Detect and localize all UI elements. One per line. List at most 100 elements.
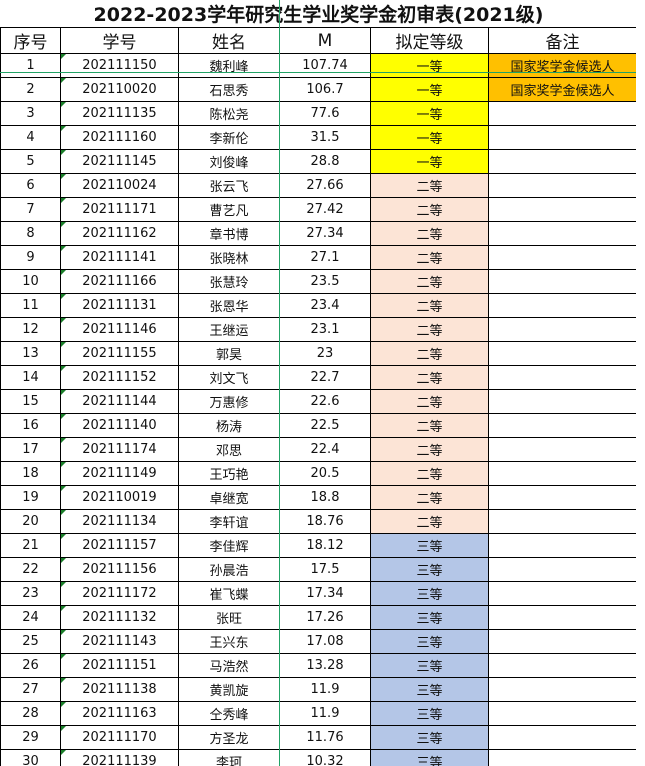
cell-grade[interactable]: 三等	[370, 749, 489, 766]
cell-m[interactable]: 17.26	[279, 605, 371, 630]
cell-m[interactable]: 106.7	[279, 77, 371, 102]
cell-note[interactable]	[488, 725, 637, 750]
header-m[interactable]: M	[279, 27, 371, 54]
cell-student-id[interactable]: 202111152	[60, 365, 179, 390]
cell-student-id[interactable]: 202110024	[60, 173, 179, 198]
cell-grade[interactable]: 一等	[370, 101, 489, 126]
cell-index[interactable]: 12	[0, 317, 61, 342]
cell-name[interactable]: 郭昊	[178, 341, 280, 366]
cell-m[interactable]: 23.5	[279, 269, 371, 294]
cell-note[interactable]	[488, 533, 637, 558]
cell-note[interactable]	[488, 317, 637, 342]
cell-index[interactable]: 8	[0, 221, 61, 246]
cell-index[interactable]: 28	[0, 701, 61, 726]
cell-student-id[interactable]: 202111149	[60, 461, 179, 486]
header-student-id[interactable]: 学号	[60, 27, 179, 54]
cell-m[interactable]: 18.12	[279, 533, 371, 558]
cell-m[interactable]: 10.32	[279, 749, 371, 766]
header-grade[interactable]: 拟定等级	[370, 27, 489, 54]
cell-index[interactable]: 1	[0, 53, 61, 78]
cell-m[interactable]: 31.5	[279, 125, 371, 150]
cell-name[interactable]: 李轩谊	[178, 509, 280, 534]
cell-note[interactable]	[488, 221, 637, 246]
cell-index[interactable]: 22	[0, 557, 61, 582]
cell-name[interactable]: 刘文飞	[178, 365, 280, 390]
cell-name[interactable]: 崔飞蝶	[178, 581, 280, 606]
cell-student-id[interactable]: 202111157	[60, 533, 179, 558]
cell-name[interactable]: 李新伦	[178, 125, 280, 150]
cell-student-id[interactable]: 202111155	[60, 341, 179, 366]
cell-note[interactable]	[488, 389, 637, 414]
cell-note[interactable]	[488, 365, 637, 390]
cell-name[interactable]: 王巧艳	[178, 461, 280, 486]
cell-student-id[interactable]: 202111163	[60, 701, 179, 726]
cell-note[interactable]	[488, 269, 637, 294]
cell-m[interactable]: 11.9	[279, 701, 371, 726]
cell-student-id[interactable]: 202111174	[60, 437, 179, 462]
cell-name[interactable]: 张云飞	[178, 173, 280, 198]
cell-note[interactable]	[488, 197, 637, 222]
cell-name[interactable]: 陈松尧	[178, 101, 280, 126]
cell-grade[interactable]: 二等	[370, 173, 489, 198]
cell-student-id[interactable]: 202111144	[60, 389, 179, 414]
cell-index[interactable]: 4	[0, 125, 61, 150]
cell-name[interactable]: 张恩华	[178, 293, 280, 318]
cell-student-id[interactable]: 202111160	[60, 125, 179, 150]
cell-name[interactable]: 杨涛	[178, 413, 280, 438]
cell-index[interactable]: 9	[0, 245, 61, 270]
cell-grade[interactable]: 二等	[370, 221, 489, 246]
cell-name[interactable]: 马浩然	[178, 653, 280, 678]
cell-name[interactable]: 张旺	[178, 605, 280, 630]
cell-name[interactable]: 李佳辉	[178, 533, 280, 558]
cell-m[interactable]: 27.66	[279, 173, 371, 198]
cell-grade[interactable]: 三等	[370, 581, 489, 606]
cell-student-id[interactable]: 202111172	[60, 581, 179, 606]
cell-note[interactable]	[488, 557, 637, 582]
cell-note[interactable]	[488, 125, 637, 150]
cell-student-id[interactable]: 202111171	[60, 197, 179, 222]
cell-note[interactable]	[488, 605, 637, 630]
cell-grade[interactable]: 二等	[370, 461, 489, 486]
cell-grade[interactable]: 一等	[370, 125, 489, 150]
cell-grade[interactable]: 三等	[370, 677, 489, 702]
cell-m[interactable]: 17.5	[279, 557, 371, 582]
cell-index[interactable]: 26	[0, 653, 61, 678]
cell-grade[interactable]: 三等	[370, 533, 489, 558]
cell-m[interactable]: 23.4	[279, 293, 371, 318]
cell-index[interactable]: 27	[0, 677, 61, 702]
cell-grade[interactable]: 三等	[370, 725, 489, 750]
cell-grade[interactable]: 三等	[370, 605, 489, 630]
cell-m[interactable]: 22.7	[279, 365, 371, 390]
header-name[interactable]: 姓名	[178, 27, 280, 54]
cell-m[interactable]: 20.5	[279, 461, 371, 486]
cell-note[interactable]	[488, 149, 637, 174]
cell-index[interactable]: 13	[0, 341, 61, 366]
cell-index[interactable]: 17	[0, 437, 61, 462]
cell-note[interactable]	[488, 413, 637, 438]
header-index[interactable]: 序号	[0, 27, 61, 54]
cell-name[interactable]: 张慧玲	[178, 269, 280, 294]
cell-m[interactable]: 27.1	[279, 245, 371, 270]
cell-name[interactable]: 王兴东	[178, 629, 280, 654]
cell-m[interactable]: 11.9	[279, 677, 371, 702]
cell-student-id[interactable]: 202111131	[60, 293, 179, 318]
cell-index[interactable]: 6	[0, 173, 61, 198]
cell-student-id[interactable]: 202110019	[60, 485, 179, 510]
cell-note[interactable]: 国家奖学金候选人	[488, 53, 637, 78]
cell-student-id[interactable]: 202110020	[60, 77, 179, 102]
cell-name[interactable]: 李珂	[178, 749, 280, 766]
cell-grade[interactable]: 一等	[370, 77, 489, 102]
cell-grade[interactable]: 二等	[370, 437, 489, 462]
cell-grade[interactable]: 二等	[370, 365, 489, 390]
cell-name[interactable]: 刘俊峰	[178, 149, 280, 174]
cell-grade[interactable]: 三等	[370, 629, 489, 654]
cell-name[interactable]: 方圣龙	[178, 725, 280, 750]
cell-note[interactable]	[488, 581, 637, 606]
cell-student-id[interactable]: 202111150	[60, 53, 179, 78]
cell-index[interactable]: 11	[0, 293, 61, 318]
cell-grade[interactable]: 三等	[370, 701, 489, 726]
cell-note[interactable]	[488, 101, 637, 126]
cell-note[interactable]	[488, 245, 637, 270]
cell-grade[interactable]: 二等	[370, 341, 489, 366]
cell-index[interactable]: 24	[0, 605, 61, 630]
